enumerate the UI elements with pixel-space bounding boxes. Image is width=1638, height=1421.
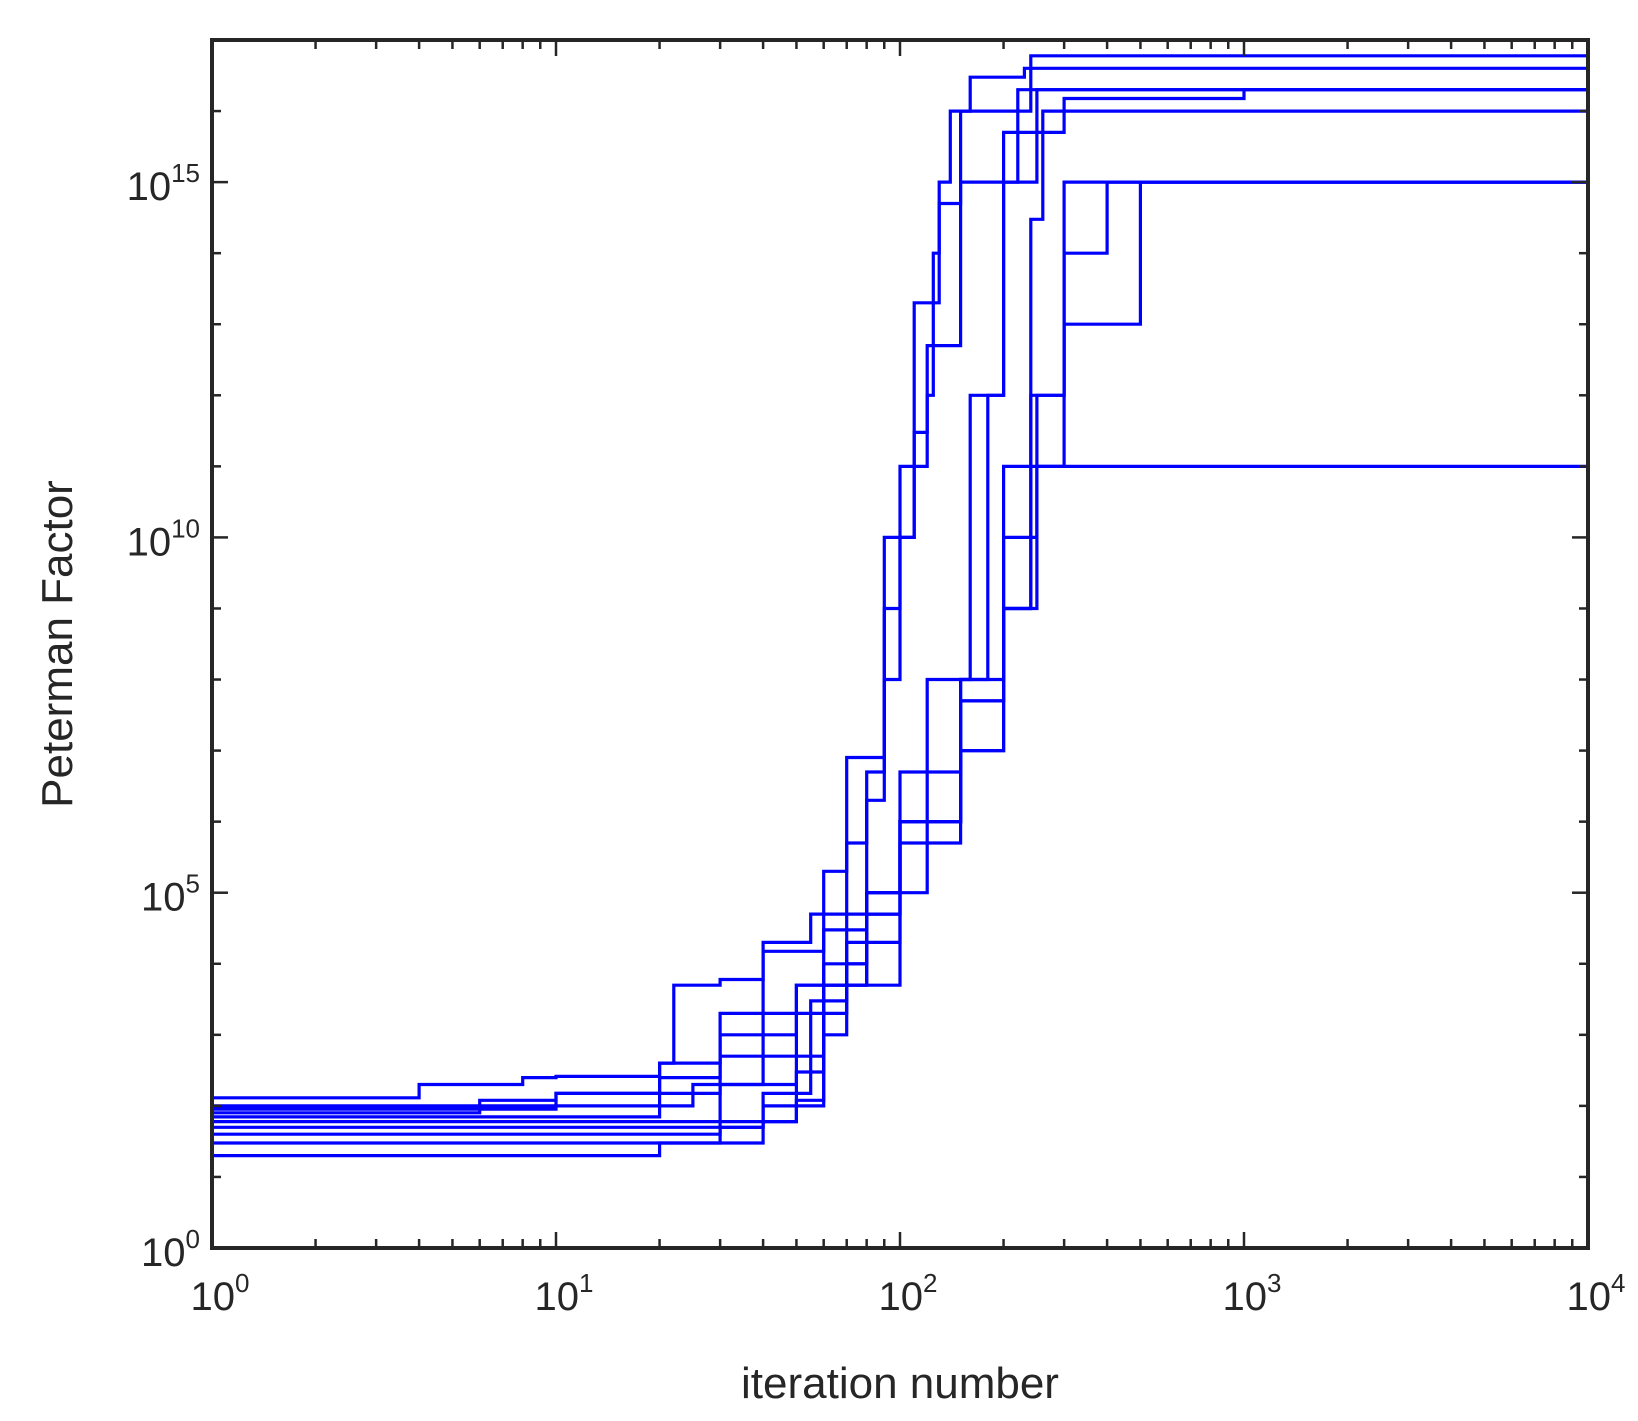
series-line-10 — [212, 82, 1590, 1158]
x-tick-label: 104 — [1567, 1268, 1626, 1319]
y-tick-label: 1015 — [127, 158, 200, 209]
y-tick-label: 100 — [141, 1224, 200, 1275]
y-tick-label: 1010 — [127, 513, 200, 564]
x-tick-label: 100 — [191, 1268, 250, 1319]
x-tick-label: 103 — [1223, 1268, 1282, 1319]
x-axis-label: iteration number — [741, 1359, 1059, 1408]
y-tick-label: 105 — [141, 869, 200, 920]
series-layer — [212, 54, 1590, 1158]
series-line-3 — [212, 54, 1588, 1111]
x-tick-label: 102 — [879, 1268, 938, 1319]
plot-area-border — [210, 38, 1590, 1250]
y-axis-label: Peterman Factor — [33, 480, 82, 808]
x-tick-label: 101 — [535, 1268, 594, 1319]
tick-label-layer: 100 101 102 103 104 100 105 1010 1015 — [127, 158, 1626, 1319]
